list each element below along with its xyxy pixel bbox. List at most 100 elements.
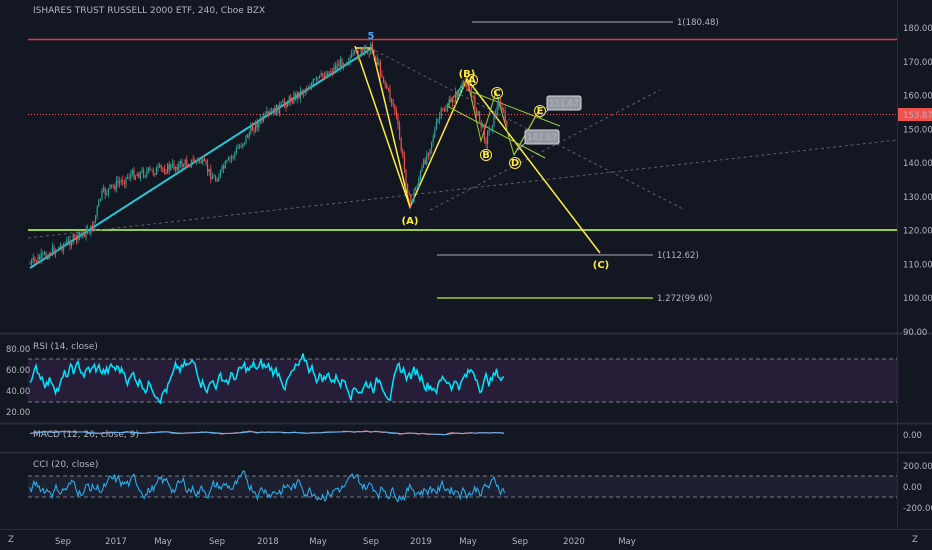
candle-body	[74, 234, 76, 236]
candle-body	[375, 57, 377, 59]
candle-body	[152, 169, 154, 174]
candle-body	[282, 101, 284, 103]
candle-body	[128, 177, 130, 179]
drawings-layer[interactable]	[27, 21, 898, 299]
candle-body	[384, 81, 386, 85]
candle-body	[394, 105, 396, 111]
fib-label-top: 1(180.48)	[677, 18, 719, 28]
candle-body	[357, 51, 359, 59]
candle-body	[239, 146, 241, 148]
candle-body	[234, 152, 236, 157]
candle-body	[450, 99, 452, 100]
channel-rising-dashed[interactable]	[429, 89, 661, 211]
candle-body	[496, 106, 498, 116]
candle-body	[256, 121, 258, 128]
candle-body	[498, 101, 500, 107]
candles-layer[interactable]	[29, 41, 508, 267]
candle-body	[143, 170, 145, 177]
macd-title: MACD (12, 26, close, 9)	[33, 430, 139, 440]
rsi-line[interactable]	[29, 353, 505, 405]
triangle-lower-bound[interactable]	[446, 105, 546, 159]
left-z-icon[interactable]: Z	[8, 535, 14, 545]
candle-body	[147, 167, 149, 172]
candle-body	[88, 233, 90, 234]
candle-body	[170, 165, 172, 170]
candle-body	[493, 113, 495, 127]
candle-body	[146, 171, 148, 176]
candle-body	[115, 180, 117, 190]
candle-body	[343, 63, 345, 68]
candle-body	[293, 93, 295, 103]
candle-body	[391, 98, 393, 103]
candle-body	[475, 108, 477, 116]
wave-leg-a[interactable]	[354, 45, 411, 208]
time-tick-label: 2018	[257, 537, 279, 547]
candle-body	[501, 105, 503, 111]
candle-body	[266, 111, 268, 114]
channel-lower-dashed[interactable]	[27, 139, 898, 239]
candle-body	[39, 256, 41, 260]
candle-body	[395, 110, 397, 117]
candle-body	[485, 139, 487, 145]
candle-body	[138, 174, 140, 179]
candle-body	[205, 160, 207, 164]
candle-body	[55, 250, 57, 255]
candle-body	[56, 250, 58, 251]
right-z-icon[interactable]: Z	[912, 535, 918, 545]
cci-line[interactable]	[29, 470, 505, 503]
candle-body	[168, 163, 170, 170]
candle-body	[184, 160, 186, 166]
candle-body	[35, 260, 37, 262]
candle-body	[48, 253, 50, 259]
candle-body	[258, 121, 260, 128]
candle-body	[87, 228, 89, 234]
candle-body	[301, 90, 303, 94]
candle-body	[31, 260, 33, 264]
candle-body	[213, 176, 215, 178]
candle-body	[487, 132, 489, 145]
candle-body	[111, 184, 113, 186]
callout-low[interactable]: 141.67	[517, 129, 560, 151]
price-tick-label: 110.00	[903, 260, 932, 270]
candle-body	[352, 52, 354, 54]
wave-circle-label-D: D	[511, 158, 519, 169]
candle-body	[255, 121, 257, 132]
candle-body	[37, 256, 39, 262]
candle-body	[221, 165, 223, 171]
candle-body	[42, 252, 44, 254]
candle-body	[250, 125, 252, 133]
candle-body	[330, 71, 332, 73]
candle-body	[365, 46, 367, 50]
candle-body	[336, 64, 338, 70]
candle-body	[319, 75, 321, 79]
cci-axis: 200.00 0.00 -200.00	[903, 462, 932, 514]
candle-body	[359, 56, 361, 59]
time-axis[interactable]: Sep 2017 May Sep 2018 May Sep 2019 May Sep 2020 May	[55, 537, 636, 547]
macd-axis-zero: 0.00	[903, 431, 922, 441]
candle-body	[480, 120, 482, 128]
time-tick-label: 2019	[410, 537, 432, 547]
price-tick-label: 90.00	[903, 328, 927, 338]
macd-line[interactable]	[29, 430, 505, 435]
candle-body	[363, 46, 365, 52]
candle-body	[224, 161, 226, 169]
candle-body	[488, 130, 490, 133]
candle-body	[381, 74, 383, 77]
candle-body	[499, 101, 501, 106]
time-tick-label: Sep	[512, 537, 528, 547]
candle-body	[288, 96, 290, 104]
wave-circle-label-B: B	[482, 150, 490, 161]
candle-body	[144, 175, 146, 177]
candle-body	[91, 225, 93, 231]
candle-body	[98, 199, 100, 207]
candle-body	[490, 129, 492, 131]
wave-label-C-paren: (C)	[593, 260, 609, 271]
triangle-upper-bound[interactable]	[466, 89, 561, 127]
channel-upper-dashed[interactable]	[369, 47, 686, 211]
candle-body	[58, 247, 60, 251]
price-axis[interactable]: 180.00 170.00 160.00 150.00 140.00 130.00 120.…	[903, 24, 932, 338]
candle-body	[335, 66, 337, 70]
candle-body	[419, 171, 421, 180]
callout-high[interactable]: 151.67	[539, 95, 582, 119]
